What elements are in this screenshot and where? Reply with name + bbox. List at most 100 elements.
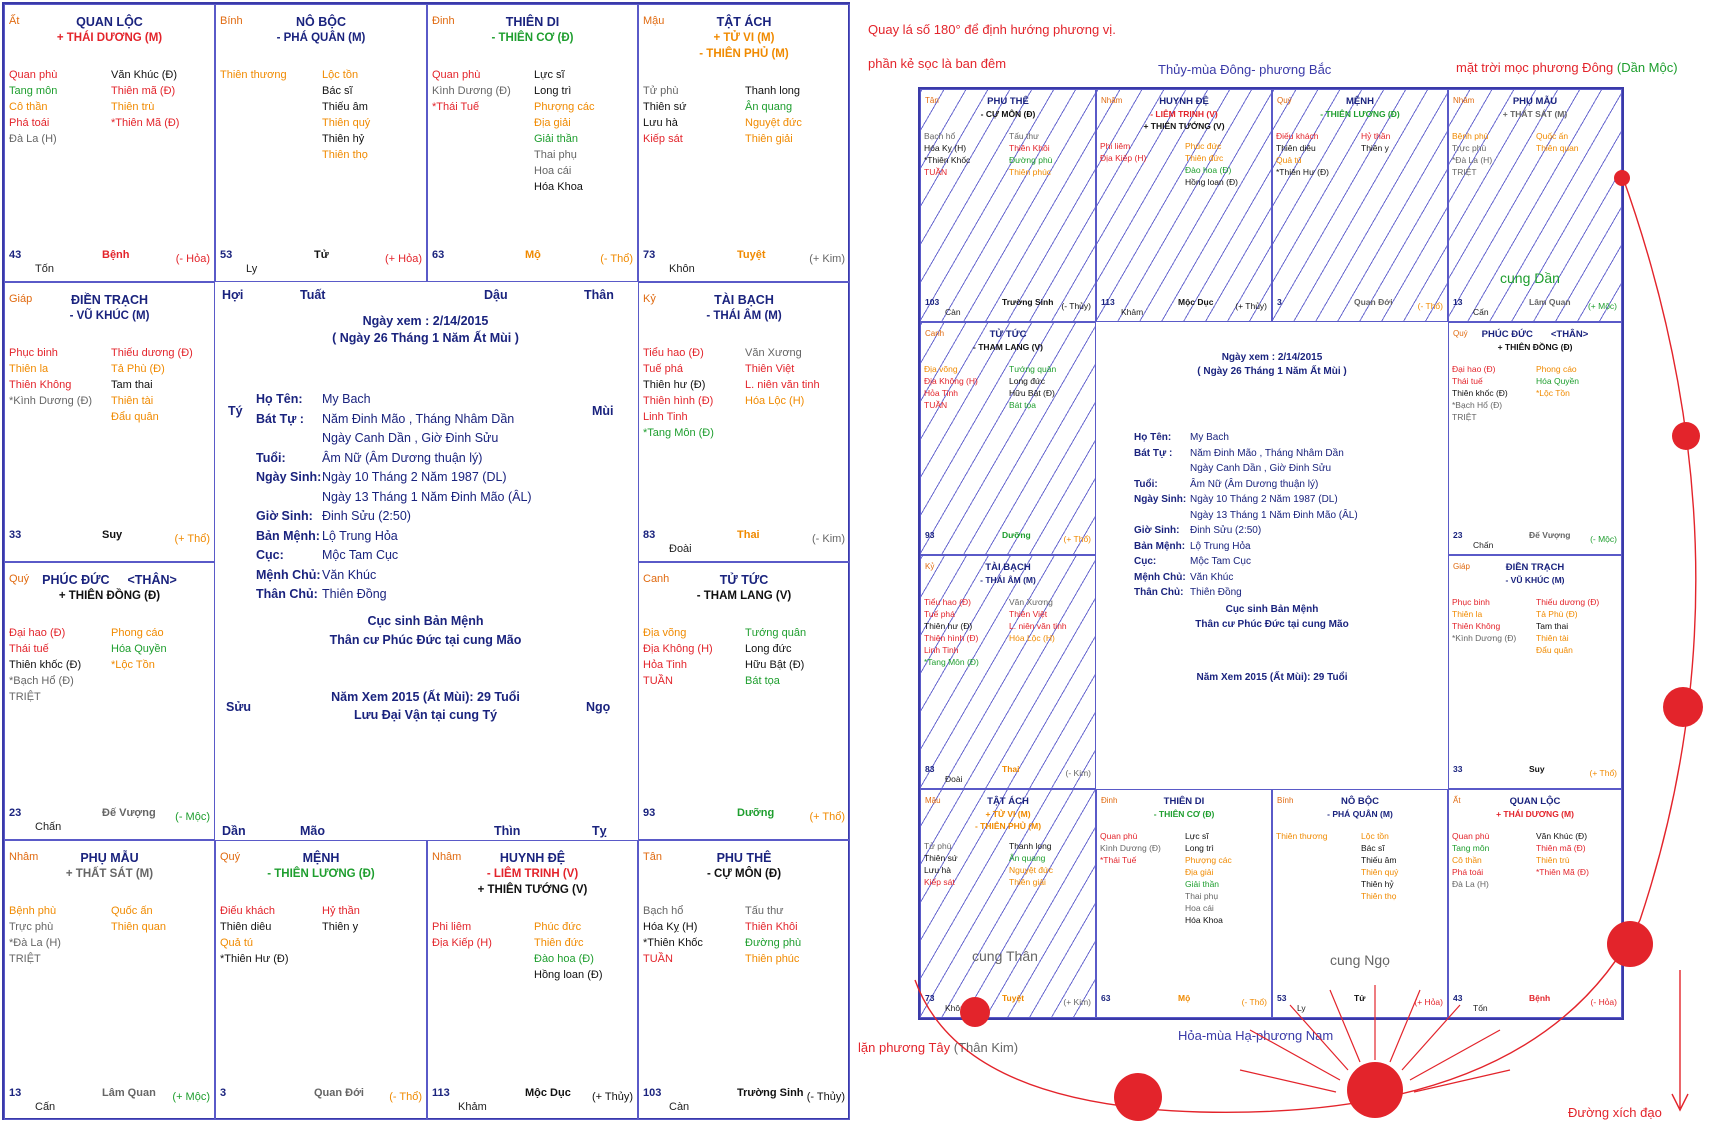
- minor-stars-right: Phong cáo Hóa Quyền *Lộc Tồn: [1536, 363, 1579, 399]
- info-key: Bát Tự :: [1134, 447, 1173, 459]
- palace-element: (- Thổ): [1417, 301, 1443, 311]
- palace-name-text: ĐIỀN TRẠCH: [70, 293, 149, 307]
- minor-star: Đào hoa (Đ): [534, 953, 594, 965]
- palace-stage: Quan Đới: [314, 1087, 364, 1099]
- minor-star: Quan phù: [1100, 831, 1138, 841]
- minor-star: Thiên la: [9, 363, 49, 375]
- minor-stars-left: Tử phù Thiên sứ Lưu hà Kiếp sát: [643, 83, 686, 147]
- minor-star: Hoa cái: [534, 165, 572, 177]
- palace-age: 83: [643, 529, 656, 541]
- rotated-palace-phu-the: Tân PHU THÊ - CỰ MÔN (Đ) Bạch hổ Hóa Kỵ (H) *…: [920, 89, 1096, 322]
- major-star: - CỰ MÔN (Đ): [706, 868, 782, 880]
- major-star: - CỰ MÔN (Đ): [980, 109, 1036, 119]
- minor-star: Thiên trù: [1536, 855, 1570, 865]
- sun-dot-3: [1663, 687, 1703, 727]
- minor-star: Địa Kiếp (H): [432, 937, 492, 949]
- minor-star: Bệnh phù: [9, 905, 57, 917]
- info-value: Ngày 13 Tháng 1 Năm Đinh Mão (ÂL): [322, 489, 532, 504]
- minor-star: Thiên thương: [220, 69, 287, 81]
- palace-stage: Đế Vượng: [1529, 530, 1571, 540]
- palace-trigram: Khôn: [669, 263, 695, 275]
- minor-star: Hóa Khoa: [1185, 915, 1223, 925]
- minor-stars-left: Bạch hổ Hóa Kỵ (H) *Thiên Khốc TUẦN: [924, 130, 970, 178]
- palace-footer: 3 Quan Đới (- Thổ): [1273, 295, 1447, 317]
- minor-star: Tuế phá: [924, 609, 955, 619]
- palace-age: 83: [925, 764, 935, 774]
- minor-star: Thiên diêu: [1276, 143, 1316, 153]
- palace-stem: Kỷ: [643, 293, 656, 305]
- palace-name-text: NÔ BỘC: [1341, 796, 1379, 807]
- rotated-palace-thien-di: Đinh THIÊN DI - THIÊN CƠ (Đ) Quan phù Kình D…: [1096, 789, 1272, 1018]
- palace-footer: 113 Khảm Mộc Dục (+ Thủy): [428, 1085, 637, 1113]
- palace-age: 93: [925, 530, 935, 540]
- minor-star: Tam thai: [111, 379, 153, 391]
- palace-footer: 103 Càn Trường Sinh (- Thủy): [639, 1085, 849, 1113]
- minor-star: Thiên y: [1361, 143, 1389, 153]
- minor-star: Quả tú: [220, 937, 254, 949]
- palace-element: (- Thủy): [806, 1091, 845, 1103]
- palace-huynh-de: Nhâm HUYNH ĐỆ - LIÊM TRINH (V) + THIÊN TƯỚN…: [427, 840, 638, 1120]
- minor-star: *Thiên Hư (Đ): [1276, 167, 1329, 177]
- info-value: Ngày Canh Dần , Giờ Đinh Sửu: [322, 431, 499, 445]
- palace-age: 3: [220, 1087, 227, 1099]
- palace-no-boc: Bính NÔ BỘC - PHÁ QUÂN (M) Thiên thương Lộc …: [215, 4, 427, 282]
- major-star: - PHÁ QUÂN (M): [1327, 809, 1393, 819]
- palace-element: (+ Kim): [1063, 997, 1091, 1007]
- palace-stem: Tân: [925, 96, 939, 105]
- palace-element: (+ Thủy): [1235, 301, 1267, 311]
- palace-age: 33: [1453, 764, 1463, 774]
- palace-stage: Thai: [737, 529, 760, 541]
- palace-footer: 93 Dưỡng (+ Thổ): [921, 528, 1095, 550]
- palace-element: (+ Mộc): [1587, 301, 1617, 311]
- palace-name-text: MỆNH: [1346, 96, 1374, 107]
- minor-star: *Kình Dương (Đ): [9, 395, 93, 407]
- minor-star: Thiên hư (Đ): [924, 621, 973, 631]
- palace-trigram: Đoài: [945, 774, 963, 784]
- minor-star: *Thái Tuế: [432, 101, 480, 113]
- palace-footer: 63 Mộ (- Thổ): [1097, 991, 1271, 1013]
- note-west: lặn phương Tây (Thân Kim): [858, 1040, 1018, 1055]
- center-line-2: Thân cư Phúc Đức tại cung Mão: [1195, 619, 1349, 630]
- palace-quan-loc: Ất QUAN LỘC + THÁI DƯƠNG (M) Quan phù Tang m…: [4, 4, 215, 282]
- minor-stars-right: Thanh long Ân quang Nguyệt đức Thiên giải: [1009, 840, 1053, 888]
- minor-star: Đào hoa (Đ): [1185, 165, 1232, 175]
- minor-star: *Kình Dương (Đ): [1452, 633, 1517, 643]
- palace-age: 103: [925, 297, 940, 307]
- info-key: Thân Chủ:: [256, 587, 318, 601]
- palace-name-text: PHU THÊ: [716, 851, 772, 865]
- palace-stem: Quý: [1453, 329, 1468, 338]
- view-date: Ngày xem : 2/14/2015: [362, 314, 489, 328]
- minor-star: Tang môn: [9, 85, 58, 97]
- minor-star: Đại hao (Đ): [1452, 364, 1496, 374]
- palace-trigram: Tốn: [1473, 1003, 1488, 1013]
- branch-mui: Mùi: [592, 404, 614, 418]
- minor-star: Thiên thọ: [1361, 891, 1397, 901]
- minor-stars-right: Thiếu dương (Đ) Tả Phù (Đ) Tam thai Thiên t…: [111, 345, 193, 425]
- palace-name: HUYNH ĐỆ: [1097, 96, 1271, 107]
- palace-stem: Bính: [1277, 796, 1294, 805]
- minor-star: *Thiên Khốc: [924, 155, 971, 165]
- minor-star: *Thái Tuế: [1100, 855, 1137, 865]
- info-key: Thân Chủ:: [1134, 587, 1184, 598]
- branch-dau: Dậu: [484, 288, 508, 302]
- minor-star: TRIỆT: [9, 691, 41, 703]
- major-star: - THÁI ÂM (M): [706, 310, 782, 322]
- info-key: Họ Tên:: [256, 392, 303, 406]
- palace-element: (+ Kim): [809, 253, 845, 265]
- palace-footer: 13 Cấn Lâm Quan (+ Mộc): [1449, 295, 1621, 317]
- minor-star: Bát tọa: [1009, 400, 1036, 410]
- palace-trigram: Càn: [945, 307, 961, 317]
- palace-element: (- Thổ): [1241, 997, 1267, 1007]
- sun-dot-1: [1614, 170, 1630, 186]
- palace-trigram: Ly: [1297, 1003, 1306, 1013]
- minor-star: Tuế phá: [643, 363, 683, 375]
- minor-star: Hóa Kỵ (H): [924, 143, 967, 153]
- note-west-text: lặn phương Tây: [858, 1040, 951, 1055]
- minor-star: Hóa Lộc (H): [1009, 633, 1055, 643]
- palace-name: PHỤ MẪU: [5, 851, 214, 865]
- palace-age: 63: [1101, 993, 1111, 1003]
- minor-star: Đà La (H): [9, 133, 57, 145]
- palace-stage: Tử: [1354, 993, 1366, 1003]
- palace-name-text: TÀI BẠCH: [985, 562, 1031, 573]
- minor-star: Tướng quân: [1009, 364, 1057, 374]
